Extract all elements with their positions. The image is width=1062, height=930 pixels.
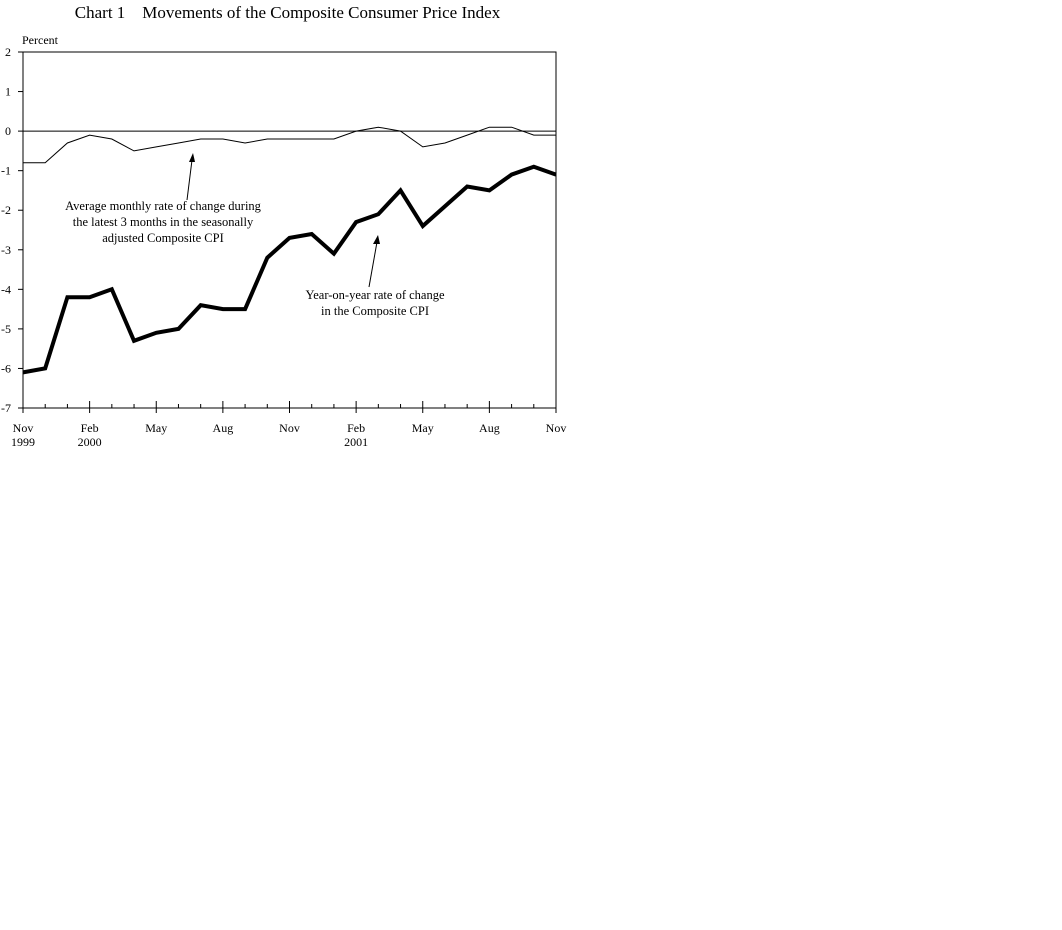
x-tick-year-label: 2001 [344,435,368,449]
annotation-monthly-average: Average monthly rate of change during the… [65,199,262,245]
x-tick-label: Nov [546,421,567,435]
annotation-text-line: Year-on-year rate of change [305,288,444,302]
x-tick-label: Feb [81,421,99,435]
y-tick-label: 2 [5,45,11,59]
y-tick-label: 1 [5,85,11,99]
y-tick-label: -1 [1,164,11,178]
arrow-head-icon [373,235,380,244]
x-tick-label: Aug [479,421,500,435]
plot-frame [22,51,557,409]
y-tick-label: -5 [1,322,11,336]
annotation-text-line: adjusted Composite CPI [102,231,224,245]
y-tick-label: -4 [1,282,11,296]
x-tick-label: Feb [347,421,365,435]
y-tick-label: 0 [5,124,11,138]
annotation-arrow-line [186,159,193,201]
y-axis-ticks: 2 1 0 -1 -2 -3 -4 -5 -6 -7 [1,45,23,415]
annotation-text-line: the latest 3 months in the seasonally [73,215,254,229]
chart-title: Chart 1 Movements of the Composite Consu… [74,3,501,22]
x-tick-label: May [412,421,434,435]
x-tick-year-label: 2000 [78,435,102,449]
series-line-year-on-year [22,164,557,375]
y-tick-label: -2 [1,203,11,217]
x-tick-label: May [145,421,167,435]
y-tick-label: -3 [1,243,11,257]
annotation-arrow-line [368,241,378,288]
y-tick-label: -6 [1,361,11,375]
y-tick-label: -7 [1,401,11,415]
series-line-monthly-average [23,126,556,164]
x-tick-label: Nov [13,421,34,435]
x-tick-year-label: 1999 [11,435,35,449]
annotation-text-line: Average monthly rate of change during [65,199,262,213]
y-axis-label: Percent [22,33,59,47]
x-tick-label: Aug [213,421,234,435]
annotation-text-line: in the Composite CPI [321,304,429,318]
x-tick-label: Nov [279,421,300,435]
annotation-year-on-year: Year-on-year rate of change in the Compos… [305,288,444,318]
arrow-head-icon [189,153,195,162]
